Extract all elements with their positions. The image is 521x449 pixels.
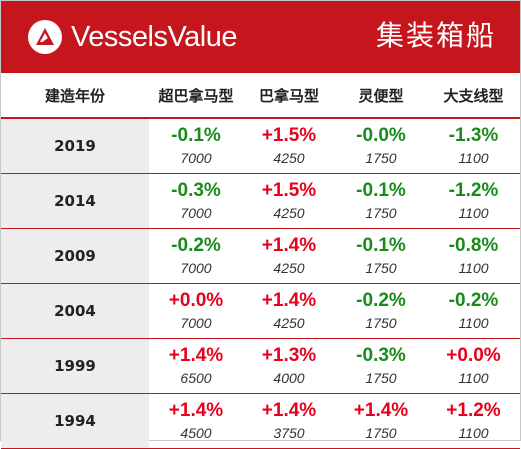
vessel-size-value: 7000: [180, 205, 212, 221]
brand-name: VesselsValue: [71, 21, 237, 53]
vessel-size-value: 7000: [180, 150, 212, 166]
value-cell: -0.3% 1750: [335, 338, 427, 394]
percent-change: +0.0%: [446, 345, 501, 366]
value-cell: +1.4% 1750: [335, 393, 427, 449]
vessel-size-value: 4250: [273, 150, 305, 166]
value-cell: +0.0% 1100: [427, 338, 520, 394]
vessel-size-value: 3750: [273, 425, 305, 441]
table-row: 2009 -0.2% 7000 +1.4% 4250 -0.1% 1750 -0.8% 1100: [1, 228, 520, 284]
build-year-cell: 1999: [1, 338, 149, 394]
vessel-size-value: 1100: [458, 425, 489, 441]
build-year-cell: 2009: [1, 228, 149, 284]
percent-change: -0.1%: [171, 125, 221, 146]
value-cell: -0.2% 1100: [427, 283, 520, 339]
value-cell: +1.4% 4250: [243, 283, 335, 339]
percent-change: +1.4%: [261, 290, 317, 311]
value-cell: -0.1% 1750: [335, 228, 427, 284]
column-header-build-year: 建造年份: [1, 73, 149, 119]
table-row: 1994 +1.4% 4500 +1.4% 3750 +1.4% 1750 +1.2% 1100: [1, 393, 520, 449]
percent-change: -0.3%: [356, 345, 406, 366]
percent-change: +1.4%: [261, 235, 317, 256]
percent-change: +1.5%: [261, 180, 317, 201]
value-cell: +0.0% 7000: [149, 283, 243, 339]
vessel-size-value: 4000: [273, 370, 305, 386]
column-header-feedermax: 大支线型: [427, 73, 520, 119]
vessel-size-value: 4250: [273, 260, 305, 276]
percent-change: +1.3%: [261, 345, 317, 366]
page-title: 集装箱船: [375, 19, 496, 52]
value-cell: -0.2% 1750: [335, 283, 427, 339]
vessel-size-value: 6500: [180, 370, 212, 386]
value-cell: -0.0% 1750: [335, 117, 427, 174]
percent-change: -0.0%: [356, 125, 406, 146]
value-cell: +1.4% 4500: [149, 393, 243, 449]
vessel-size-value: 1750: [365, 315, 397, 331]
vessel-size-value: 1100: [458, 370, 489, 386]
percent-change: -0.1%: [356, 180, 406, 201]
vessel-size-value: 1100: [458, 260, 489, 276]
percent-change: -0.3%: [171, 180, 221, 201]
percent-change: +1.4%: [261, 400, 317, 421]
value-cell: -1.3% 1100: [427, 117, 520, 174]
percent-change: -1.3%: [448, 125, 499, 146]
value-cell: -0.1% 1750: [335, 173, 427, 229]
percent-change: +1.4%: [353, 400, 409, 421]
vessel-size-value: 1100: [458, 150, 489, 166]
column-header-panamax: 巴拿马型: [243, 73, 335, 119]
vessel-size-value: 1100: [458, 205, 489, 221]
percent-change: -0.2%: [171, 235, 221, 256]
percent-change: +1.2%: [446, 400, 501, 421]
percent-change: -0.8%: [448, 235, 499, 256]
table-row: 2014 -0.3% 7000 +1.5% 4250 -0.1% 1750 -1.2% 1100: [1, 173, 520, 229]
value-cell: +1.2% 1100: [427, 393, 520, 449]
value-cell: +1.5% 4250: [243, 173, 335, 229]
percent-change: +1.4%: [168, 400, 224, 421]
build-year-cell: 2019: [1, 117, 149, 174]
percent-change: +1.5%: [261, 125, 317, 146]
table-row: 1999 +1.4% 6500 +1.3% 4000 -0.3% 1750 +0.0% 1100: [1, 338, 520, 394]
build-year-cell: 2004: [1, 283, 149, 339]
vessel-size-value: 1750: [365, 205, 397, 221]
build-year-cell: 2014: [1, 173, 149, 229]
vessel-size-value: 7000: [180, 315, 212, 331]
percent-change: -0.2%: [448, 290, 499, 311]
vessel-size-value: 7000: [180, 260, 212, 276]
value-cell: +1.4% 6500: [149, 338, 243, 394]
table-row: 2004 +0.0% 7000 +1.4% 4250 -0.2% 1750 -0.2% 1100: [1, 283, 520, 339]
column-header-post-panamax: 超巴拿马型: [149, 73, 243, 119]
value-cell: -1.2% 1100: [427, 173, 520, 229]
percent-change: +1.4%: [168, 345, 224, 366]
value-cell: +1.3% 4000: [243, 338, 335, 394]
value-cell: -0.2% 7000: [149, 228, 243, 284]
build-year-cell: 1994: [1, 393, 149, 449]
valuation-table: 建造年份 超巴拿马型 巴拿马型 灵便型 大支线型 2019 -0.1% 7000 +1…: [1, 73, 520, 449]
vesselsvalue-logo-icon: [28, 20, 62, 54]
value-cell: -0.8% 1100: [427, 228, 520, 284]
percent-change: -0.2%: [356, 290, 406, 311]
value-cell: -0.1% 7000: [149, 117, 243, 174]
vessel-size-value: 1750: [365, 150, 397, 166]
vessel-size-value: 1750: [365, 260, 397, 276]
table-row: 2019 -0.1% 7000 +1.5% 4250 -0.0% 1750 -1.3% 1100: [1, 117, 520, 174]
vessel-size-value: 1750: [365, 425, 397, 441]
percent-change: -1.2%: [448, 180, 499, 201]
vessel-size-value: 1750: [365, 370, 397, 386]
value-cell: +1.5% 4250: [243, 117, 335, 174]
value-cell: +1.4% 4250: [243, 228, 335, 284]
value-cell: -0.3% 7000: [149, 173, 243, 229]
vessel-size-value: 4500: [180, 425, 212, 441]
header-banner: VesselsValue 集装箱船: [1, 1, 520, 73]
value-cell: +1.4% 3750: [243, 393, 335, 449]
vessel-size-value: 4250: [273, 205, 305, 221]
column-header-handy: 灵便型: [335, 73, 427, 119]
vessel-size-value: 4250: [273, 315, 305, 331]
percent-change: -0.1%: [356, 235, 406, 256]
vessel-size-value: 1100: [458, 315, 489, 331]
table-header-row: 建造年份 超巴拿马型 巴拿马型 灵便型 大支线型: [1, 73, 520, 119]
percent-change: +0.0%: [168, 290, 224, 311]
